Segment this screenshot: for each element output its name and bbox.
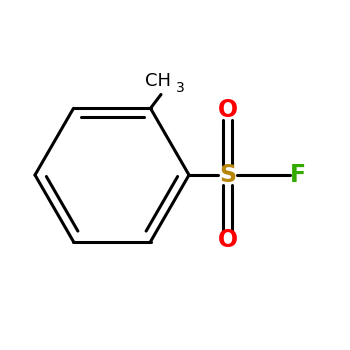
Text: O: O	[217, 98, 238, 122]
Text: 3: 3	[176, 81, 185, 95]
Text: S: S	[219, 163, 236, 187]
Text: O: O	[217, 228, 238, 252]
Text: CH: CH	[145, 71, 170, 90]
Text: F: F	[289, 163, 306, 187]
